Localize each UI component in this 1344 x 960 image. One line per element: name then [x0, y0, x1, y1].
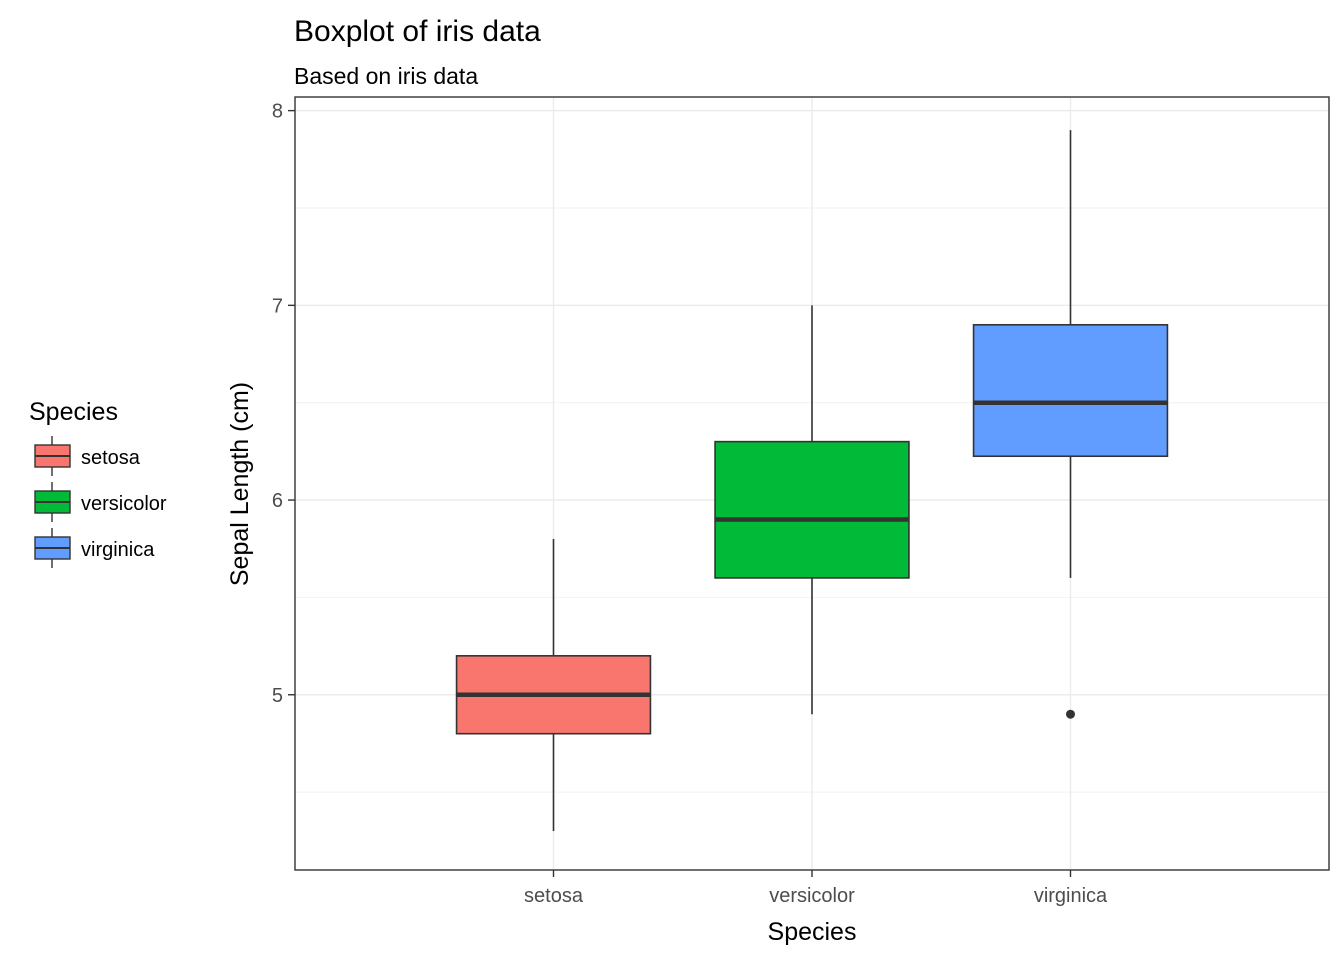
legend-item-virginica: virginica [34, 528, 155, 568]
x-tick-label: virginica [1034, 885, 1108, 907]
x-axis-title: Species [768, 918, 857, 946]
y-axis-title: Sepal Length (cm) [226, 382, 254, 586]
legend-label: versicolor [81, 493, 167, 515]
box-marks [455, 130, 1169, 832]
legend-item-setosa: setosa [34, 436, 141, 476]
y-tick-label: 6 [272, 490, 283, 512]
y-tick-label: 5 [272, 685, 283, 707]
y-tick-label: 7 [272, 295, 283, 317]
legend: Species setosa versicolor virginica [29, 398, 167, 568]
legend-label: setosa [81, 447, 141, 469]
box-virginica [972, 130, 1169, 719]
chart-subtitle: Based on iris data [294, 63, 478, 89]
x-tick-label: versicolor [769, 885, 855, 907]
box-body [972, 324, 1169, 458]
box-body [714, 440, 910, 579]
box-setosa [455, 538, 652, 832]
chart-title: Boxplot of iris data [294, 15, 541, 48]
legend-label: virginica [81, 539, 155, 561]
x-tick-label: setosa [524, 885, 584, 907]
legend-title: Species [29, 398, 118, 426]
box-versicolor [714, 305, 910, 715]
y-tick-label: 8 [272, 101, 283, 123]
legend-item-versicolor: versicolor [34, 482, 167, 522]
axes: 5 6 7 8 setosa versicolor virginica [272, 101, 1108, 907]
outlier-point [1066, 709, 1075, 719]
